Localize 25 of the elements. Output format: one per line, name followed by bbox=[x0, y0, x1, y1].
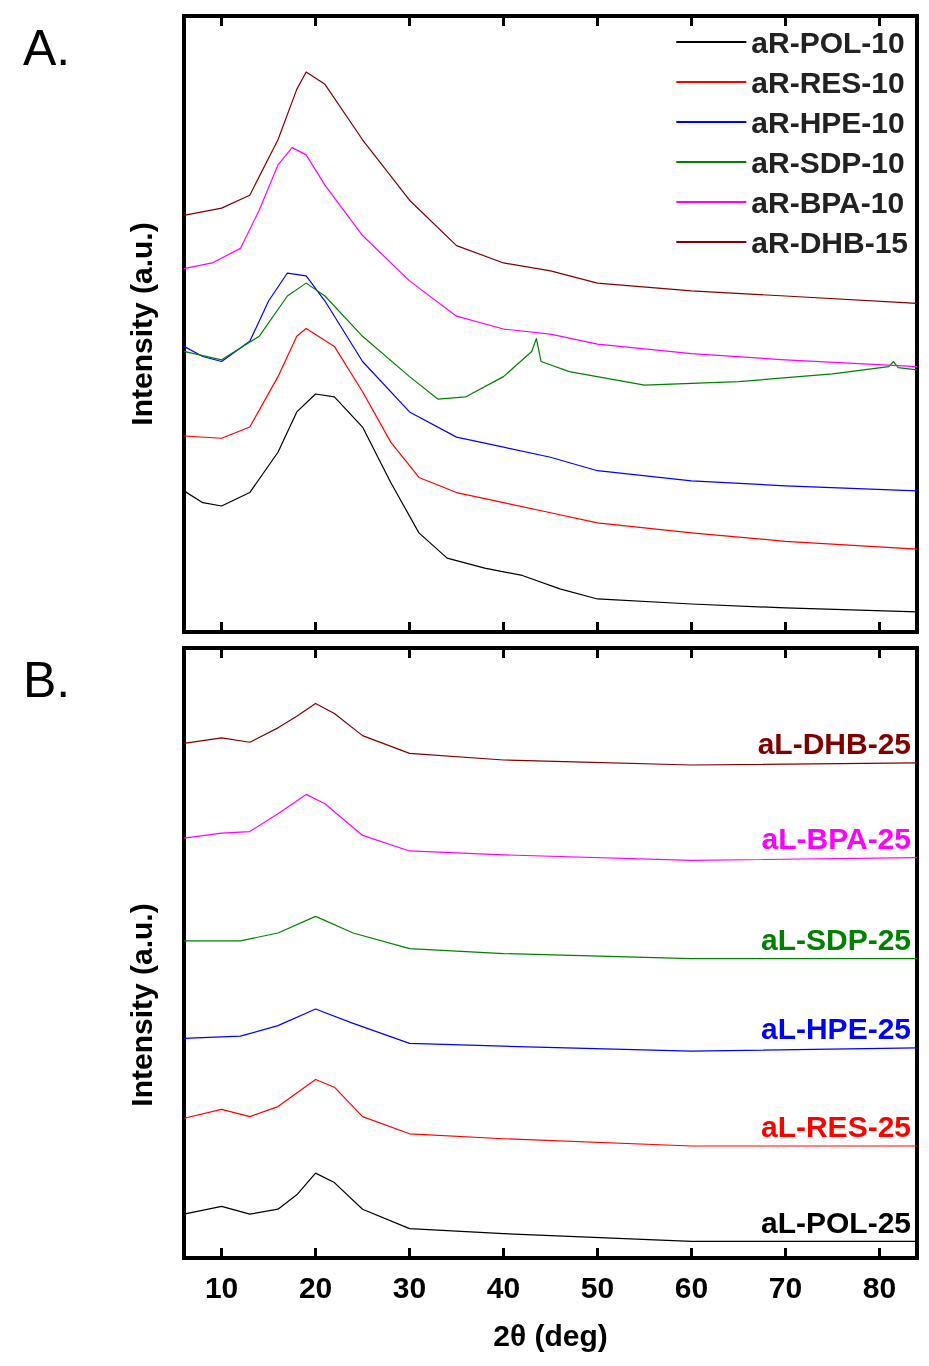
series-label: aL-DHB-25 bbox=[757, 727, 911, 761]
series-label: aL-BPA-25 bbox=[761, 822, 911, 856]
x-tick-label: 60 bbox=[674, 1270, 709, 1304]
x-tick-label: 40 bbox=[486, 1270, 521, 1304]
x-tick-label: 50 bbox=[580, 1270, 615, 1304]
legend-label: aR-HPE-10 bbox=[751, 105, 905, 139]
legend-label: aR-BPA-10 bbox=[751, 185, 905, 219]
y-axis-title: Intensity (a.u.) bbox=[124, 903, 158, 1107]
chart-title: B. bbox=[23, 652, 71, 708]
legend-label: aR-RES-10 bbox=[751, 65, 905, 99]
x-tick-label: 10 bbox=[204, 1270, 239, 1304]
y-axis-title: Intensity (a.u.) bbox=[124, 222, 158, 426]
legend-label: aR-POL-10 bbox=[751, 25, 905, 59]
legend-label: aR-SDP-10 bbox=[751, 145, 905, 179]
x-axis-title: 2θ (deg) bbox=[493, 1318, 608, 1352]
series-label: aL-POL-25 bbox=[760, 1205, 911, 1239]
x-tick-label: 70 bbox=[768, 1270, 803, 1304]
legend-label: aR-DHB-15 bbox=[751, 225, 909, 259]
series-label: aL-RES-25 bbox=[760, 1110, 911, 1144]
series-label: aL-HPE-25 bbox=[760, 1012, 911, 1046]
x-tick-label: 30 bbox=[392, 1270, 427, 1304]
series-label: aL-SDP-25 bbox=[760, 923, 911, 957]
x-tick-label: 80 bbox=[862, 1270, 897, 1304]
x-tick-label: 20 bbox=[298, 1270, 333, 1304]
chart-title: A. bbox=[23, 20, 71, 76]
